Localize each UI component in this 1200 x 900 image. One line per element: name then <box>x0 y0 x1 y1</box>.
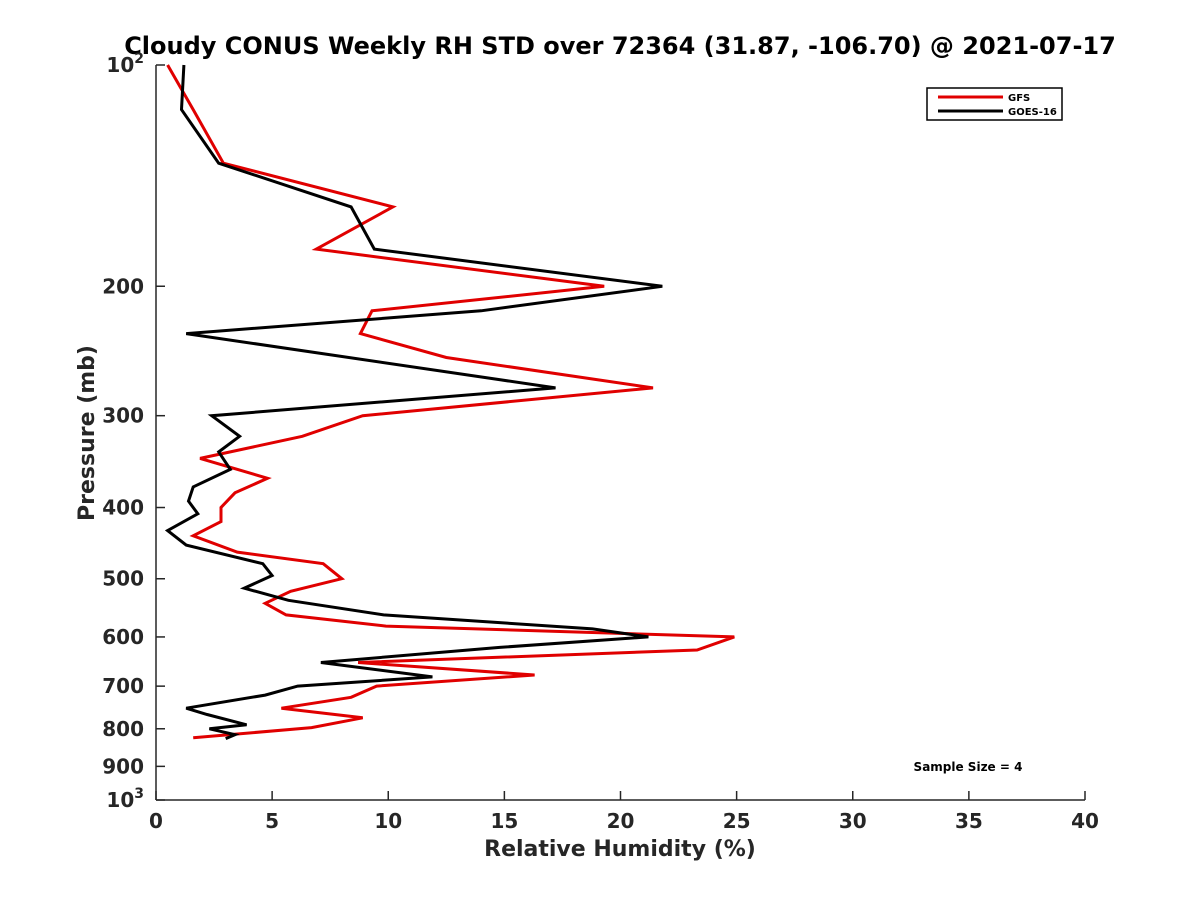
x-tick-label: 35 <box>955 809 983 833</box>
y-tick-label: 700 <box>102 674 144 698</box>
x-tick-label: 5 <box>265 809 279 833</box>
x-axis-label: Relative Humidity (%) <box>484 837 756 862</box>
x-tick-label: 30 <box>839 809 867 833</box>
x-tick-label: 0 <box>149 809 163 833</box>
y-tick-label: 600 <box>102 625 144 649</box>
sample-size-annotation: Sample Size = 4 <box>914 760 1023 774</box>
series-line-gfs <box>166 64 735 740</box>
plot-area <box>155 65 1085 801</box>
x-tick-label: 15 <box>490 809 518 833</box>
x-tick-label: 10 <box>374 809 402 833</box>
y-tick-label: 102 <box>106 51 144 77</box>
legend-label-gfs: GFS <box>1008 93 1030 104</box>
legend-label-goes16: GOES-16 <box>1008 107 1057 118</box>
y-axis-label: Pressure (mb) <box>75 345 100 521</box>
x-tick-label: 25 <box>723 809 751 833</box>
chart-title: Cloudy CONUS Weekly RH STD over 72364 (3… <box>124 32 1116 60</box>
x-ticks: 0 5 10 15 20 25 30 35 40 <box>149 791 1099 833</box>
y-tick-label: 800 <box>102 717 144 741</box>
y-tick-label: 900 <box>102 754 144 778</box>
y-tick-label: 200 <box>102 274 144 298</box>
y-tick-label: 103 <box>106 786 144 812</box>
x-tick-label: 20 <box>607 809 635 833</box>
legend: GFS GOES-16 <box>926 87 1063 121</box>
series-line-goes-16 <box>164 64 663 740</box>
series-group <box>164 64 735 740</box>
x-tick-label: 40 <box>1071 809 1099 833</box>
y-tick-label: 500 <box>102 567 144 591</box>
y-tick-label: 300 <box>102 404 144 428</box>
y-tick-label: 400 <box>102 496 144 520</box>
legend-box <box>926 87 1063 121</box>
y-ticks: 102 200 300 400 500 600 700 800 900 103 <box>102 51 165 812</box>
